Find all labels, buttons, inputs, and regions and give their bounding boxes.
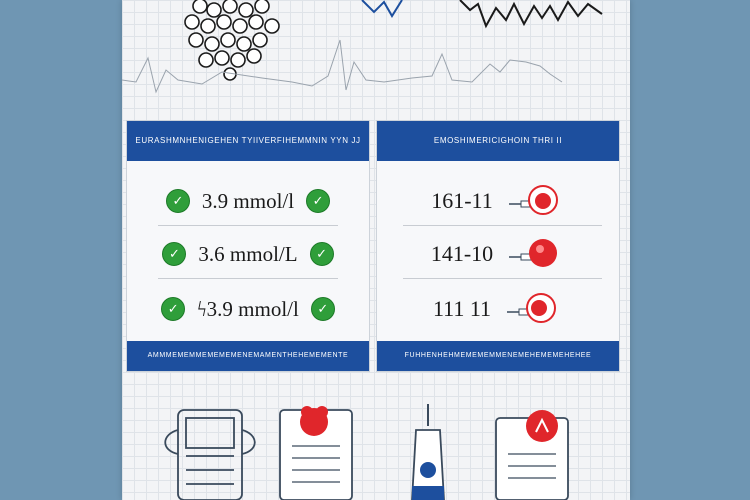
right-panel-footer: FUHHENHEHMEMEMEMMENEMEHEMEMEHEHEE: [377, 341, 619, 371]
ecg-line-dark: [459, 0, 603, 29]
list-item: 141-10: [385, 229, 611, 279]
clipboard-with-heart-icon: [279, 406, 353, 500]
check-icon: ✓: [309, 242, 334, 266]
medical-cabinet-icon: [164, 409, 256, 500]
blood-drop-icon: [508, 185, 558, 215]
check-icon: ✓: [161, 297, 186, 321]
faint-waveform: [122, 39, 563, 94]
check-icon: ✓: [310, 297, 335, 321]
list-item: 161-11: [385, 176, 611, 226]
list-item: ✓ ϟ3.9 mmol/l ✓: [135, 284, 361, 334]
list-item: ✓ 3.6 mmol/L ✓: [135, 229, 361, 279]
check-icon: ✓: [306, 189, 331, 213]
row-divider: [157, 225, 339, 226]
reading-value: 3.9 mmol/l: [201, 188, 295, 213]
reading-value: 111 11: [432, 296, 492, 321]
row-divider: [403, 225, 602, 226]
infographic-sheet: EURASHMNHENIGEHEN TYIIVERFIHEMMNIN YYN J…: [122, 0, 630, 500]
left-readings-panel: EURASHMNHENIGEHEN TYIIVERFIHEMMNIN YYN J…: [126, 120, 370, 372]
clipboard-alert-icon: [495, 410, 569, 500]
reading-value: 141-10: [430, 241, 494, 266]
right-readings-panel: EMOSHIMERICIGHOIN THRI II 161-11 141-10 …: [376, 120, 620, 372]
check-icon: ✓: [162, 242, 187, 266]
row-divider: [157, 278, 339, 279]
list-item: 111 11: [385, 284, 611, 334]
molecule-cluster-icon: [184, 0, 280, 81]
reading-value: 3.6 mmol/L: [198, 241, 298, 266]
top-illustration: [122, 0, 603, 94]
right-panel-header: EMOSHIMERICIGHOIN THRI II: [377, 121, 619, 161]
check-icon: ✓: [165, 189, 190, 213]
list-item: ✓ 3.9 mmol/l ✓: [135, 176, 361, 226]
insulin-pen-icon: [411, 404, 445, 500]
row-divider: [403, 278, 602, 279]
left-panel-footer: AMMMEMEMMEMEMEMENEMAMENTHEHEMEMENTE: [127, 341, 369, 371]
reading-value: ϟ3.9 mmol/l: [197, 296, 299, 321]
left-panel-header: EURASHMNHENIGEHEN TYIIVERFIHEMMNIN YYN J…: [127, 121, 369, 161]
blood-drop-icon: [507, 293, 557, 323]
reading-value: 161-11: [431, 188, 493, 213]
bottom-illustration: [164, 404, 569, 500]
blood-drop-icon: [509, 239, 558, 267]
ecg-line-blue: [361, 0, 403, 18]
